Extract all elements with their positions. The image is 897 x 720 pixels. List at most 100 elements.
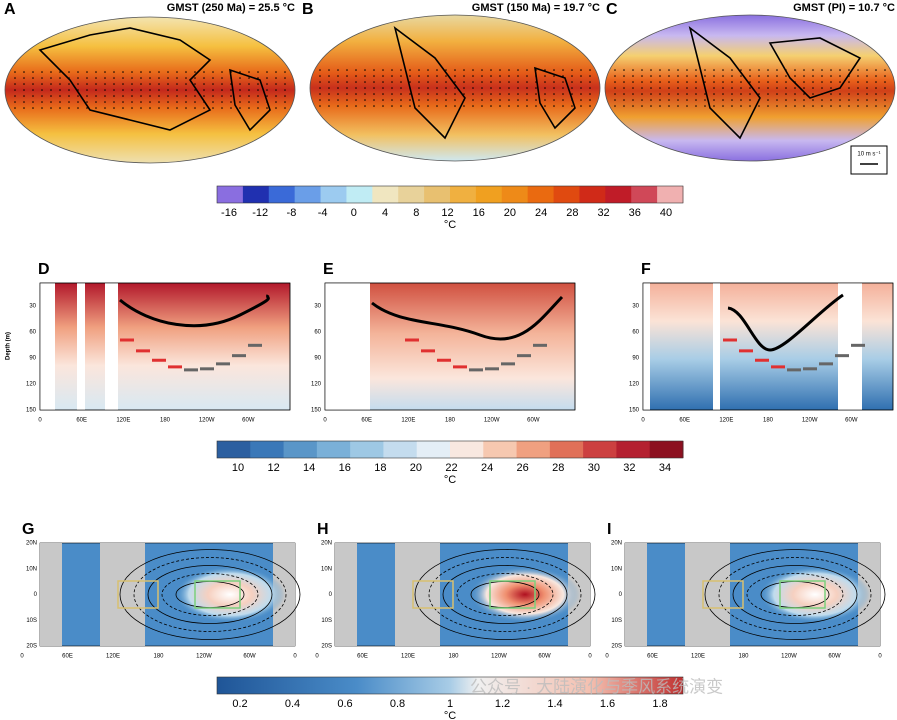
wind-vector (650, 75, 652, 77)
wind-vector (821, 69, 823, 71)
wind-vector (257, 107, 259, 109)
wind-vector (562, 99, 564, 101)
wind-vector (95, 89, 97, 91)
wind-vector (14, 77, 16, 79)
y-tick-label: 30 (632, 304, 639, 310)
wind-vector (427, 69, 429, 71)
wind-vector (86, 101, 88, 103)
wind-vector (391, 87, 393, 89)
panel-letter: G (22, 521, 34, 538)
wind-vector (830, 75, 832, 77)
x-tick-label: 180 (763, 418, 774, 424)
wind-vector (176, 95, 178, 97)
wind-vector (553, 93, 555, 95)
wind-vector (158, 107, 160, 109)
wind-vector (113, 101, 115, 103)
wind-vector (328, 69, 330, 71)
wind-vector (23, 101, 25, 103)
wind-vector (418, 69, 420, 71)
wind-vector (122, 83, 124, 85)
wind-vector (194, 71, 196, 73)
x-tick-label: 60E (361, 418, 372, 424)
wind-vector (328, 87, 330, 89)
wind-vector (113, 89, 115, 91)
x-tick-label: 60E (357, 654, 368, 660)
wind-vector (749, 99, 751, 101)
wind-vector (535, 105, 537, 107)
land-mask (325, 283, 370, 410)
wind-vector (632, 105, 634, 107)
wind-vector (571, 87, 573, 89)
wind-vector (284, 77, 286, 79)
wind-vector (472, 81, 474, 83)
wind-vector (95, 107, 97, 109)
x-tick-label: 0 (38, 418, 42, 424)
colorbar-cell (250, 441, 285, 458)
wind-vector (32, 77, 34, 79)
y-tick-label: 120 (26, 382, 37, 388)
wind-vector (427, 105, 429, 107)
panel-title: GMST (PI) = 10.7 °C (793, 2, 895, 14)
y-tick-label: 10S (321, 618, 332, 624)
land (625, 543, 647, 646)
wind-vector (641, 75, 643, 77)
wind-vector (632, 93, 634, 95)
x-tick-label: 180 (153, 654, 164, 660)
colorbar-cell (616, 441, 651, 458)
wind-vector (544, 69, 546, 71)
colorbar-cell (649, 441, 684, 458)
wind-vector (328, 93, 330, 95)
wind-vector (632, 99, 634, 101)
wind-vector (580, 87, 582, 89)
wind-vector (857, 75, 859, 77)
x-tick-label: 120W (484, 418, 500, 424)
wind-vector (248, 101, 250, 103)
wind-vector (427, 99, 429, 101)
wind-vector (355, 93, 357, 95)
wind-vector (346, 75, 348, 77)
colorbar-tick-label: 0 (351, 207, 357, 219)
wind-vector (427, 75, 429, 77)
wind-vector (14, 83, 16, 85)
colorbar-cell (242, 186, 270, 203)
wind-vector (284, 83, 286, 85)
wind-vector (418, 81, 420, 83)
wind-vector (418, 99, 420, 101)
x-tick-label: 60W (845, 418, 858, 424)
wind-vector (884, 87, 886, 89)
wind-vector (230, 101, 232, 103)
colorbar-unit: °C (444, 219, 456, 231)
wind-vector (32, 101, 34, 103)
wind-vector (623, 69, 625, 71)
wind-vector (131, 89, 133, 91)
wind-vector (140, 101, 142, 103)
wind-vector (722, 87, 724, 89)
wind-vector (785, 93, 787, 95)
wind-vector (571, 75, 573, 77)
wind-vector (284, 107, 286, 109)
x-tick-label: 60W (243, 654, 256, 660)
wind-vector (490, 87, 492, 89)
wind-vector (830, 69, 832, 71)
wind-vector (848, 69, 850, 71)
panel-letter: D (38, 261, 50, 278)
wind-vector (445, 99, 447, 101)
colorbar-tick-label: 0.8 (390, 698, 405, 710)
wind-vector (391, 99, 393, 101)
wind-vector (794, 81, 796, 83)
wind-vector (794, 75, 796, 77)
wind-vector (704, 81, 706, 83)
wind-vector (526, 105, 528, 107)
wind-vector (68, 89, 70, 91)
wind-vector (686, 87, 688, 89)
contour (428, 557, 582, 632)
wind-vector (59, 101, 61, 103)
wind-vector (704, 75, 706, 77)
x-tick-label: 120E (719, 418, 733, 424)
colorbar-cell (501, 186, 529, 203)
colorbar-tick-label: 24 (535, 207, 547, 219)
wind-vector (373, 69, 375, 71)
wind-vector (767, 75, 769, 77)
wind-vector (731, 105, 733, 107)
y-tick-label: 90 (632, 356, 639, 362)
